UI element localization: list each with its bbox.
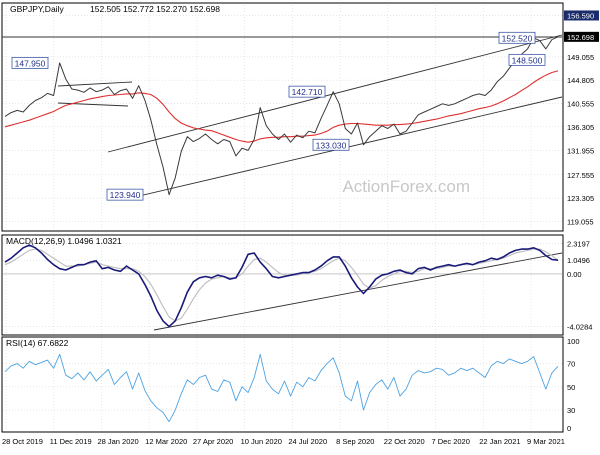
x-tick-label: 10 Jun 2020	[241, 437, 282, 446]
price-annotation-label: 148.500	[512, 55, 543, 65]
consolidation-bottom-line	[57, 102, 129, 107]
axis-layer: 28 Oct 2019 11 Dec 2019 28 Jan 2020 12 Mar …	[2, 10, 599, 446]
price-annotation-label: 142.710	[292, 87, 323, 97]
y-tick-label: 70	[567, 360, 575, 369]
y-tick-label: 127.555	[567, 171, 594, 180]
x-tick-label: 24 Jul 2020	[288, 437, 327, 446]
x-tick-label: 8 Sep 2020	[336, 437, 374, 446]
y-tick-label: 2.3197	[567, 240, 590, 249]
price-annotation-label: 147.950	[15, 58, 46, 68]
x-tick-label: 22 Jan 2021	[479, 437, 520, 446]
y-tick-label: 144.805	[567, 76, 594, 85]
macd-title: MACD(12,26,9) 1.0496 1.0321	[6, 236, 122, 246]
x-tick-label: 7 Dec 2020	[432, 437, 470, 446]
y-tick-label: 50	[567, 383, 575, 392]
y-tick-label: 149.055	[567, 53, 594, 62]
y-tick-label: 136.305	[567, 123, 594, 132]
consolidation-top-line	[57, 81, 133, 87]
x-tick-label: 28 Jan 2020	[97, 437, 138, 446]
x-tick-label: 9 Mar 2021	[527, 437, 565, 446]
y-tick-label: 123.305	[567, 194, 594, 203]
x-tick-label: 27 Apr 2020	[193, 437, 233, 446]
y-tick-label: 131.955	[567, 147, 594, 156]
y-tick-label: 0	[567, 424, 571, 433]
y-tick-label: 119.055	[567, 217, 594, 226]
x-tick-label: 11 Dec 2019	[50, 437, 92, 446]
chart-symbol: GBPJPY,Daily	[10, 4, 64, 14]
price-annotation-box	[106, 188, 144, 201]
macd-line	[4, 244, 559, 328]
rsi-title: RSI(14) 67.6822	[6, 338, 69, 348]
price-annotation-box	[288, 85, 326, 98]
x-tick-label: 28 Oct 2019	[2, 437, 43, 446]
price-panel-frame	[1, 2, 564, 232]
rsi-line	[4, 353, 559, 423]
chart-ohlc: 152.505 152.772 152.270 152.698	[90, 4, 220, 14]
annotation-layer: 147.950 123.940 142.710 133.030 152.520 148.5…	[11, 31, 546, 201]
y-tick-label: 100	[567, 337, 580, 346]
y-tick-label: 0.00	[567, 270, 582, 279]
upper-channel-line	[107, 34, 563, 153]
price-line	[4, 36, 559, 196]
y-tick-label: 152.698	[567, 33, 594, 42]
price-annotation-label: 133.030	[316, 140, 347, 150]
price-annotation-box	[312, 138, 350, 151]
price-annotation-box	[11, 56, 49, 69]
series-layer	[4, 36, 559, 423]
y-tick-label: 140.555	[567, 99, 594, 108]
macd-trend-line	[153, 252, 563, 331]
y-tick-label: 30	[567, 406, 575, 415]
x-tick-label: 22 Oct 2020	[384, 437, 425, 446]
watermark-text: ActionForex.com	[342, 177, 470, 196]
macd-panel-frame	[1, 234, 564, 336]
y-tick-label: -4.0284	[567, 323, 592, 332]
price-annotation-box	[508, 53, 546, 66]
current-price-tag	[564, 31, 599, 42]
y-tick-label: 156.590	[567, 11, 594, 20]
price-annotation-box	[498, 31, 536, 44]
price-annotation-label: 123.940	[110, 190, 141, 200]
high-price-tag	[564, 10, 599, 21]
x-tick-label: 12 Mar 2020	[145, 437, 187, 446]
y-tick-label: 1.0496	[567, 256, 590, 265]
price-annotation-label: 152.520	[502, 33, 533, 43]
